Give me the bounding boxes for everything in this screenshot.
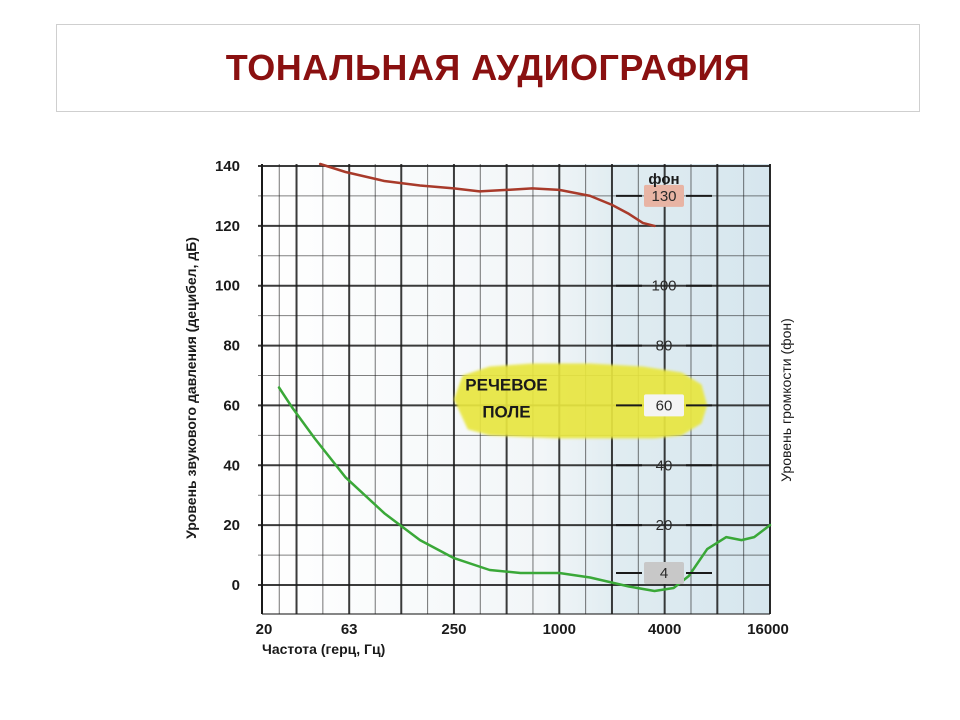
y-axis-label: Уровень звукового давления (децибел, дБ) <box>183 237 199 539</box>
phon-unit-label: фон <box>648 171 679 188</box>
phon-highlight-box <box>644 184 684 207</box>
phon-highlight-box <box>644 394 684 417</box>
y-tick-label: 40 <box>223 457 240 474</box>
slide-title: ТОНАЛЬНАЯ АУДИОГРАФИЯ <box>225 47 751 88</box>
y-tick-label: 0 <box>232 577 240 594</box>
y-tick-label: 80 <box>223 338 240 355</box>
phon-tick-label: 60 <box>656 397 673 414</box>
x-axis-label: Частота (герц, Гц) <box>262 641 385 657</box>
phon-tick-label: 100 <box>651 278 676 295</box>
phon-tick-label: 4 <box>660 565 668 582</box>
speech-field-label-0: РЕЧЕВОЕ <box>465 375 547 394</box>
y-tick-label: 60 <box>223 397 240 414</box>
y-tick-label: 140 <box>215 158 240 175</box>
phon-tick-label: 20 <box>656 517 673 534</box>
y-tick-label: 20 <box>223 517 240 534</box>
phon-highlight-box <box>644 562 684 585</box>
speech-field-label-1: ПОЛЕ <box>482 402 530 421</box>
speech-field-area <box>453 363 708 439</box>
y-tick-label: 120 <box>215 218 240 235</box>
y-tick-label: 100 <box>215 278 240 295</box>
title-box: ТОНАЛЬНАЯ АУДИОГРАФИЯ <box>56 24 920 112</box>
x-tick-label: 1000 <box>543 621 576 638</box>
x-tick-label: 4000 <box>648 621 681 638</box>
phon-tick-label: 80 <box>656 338 673 355</box>
x-tick-label: 63 <box>341 621 358 638</box>
phon-tick-label: 130 <box>651 188 676 205</box>
phon-tick-label: 40 <box>656 457 673 474</box>
series-line-0 <box>318 162 656 228</box>
x-tick-label: 20 <box>256 621 273 638</box>
series-line-1 <box>277 386 772 593</box>
y2-axis-label: Уровень громкости (фон) <box>778 318 794 482</box>
x-tick-label: 250 <box>441 621 466 638</box>
x-tick-label: 16000 <box>747 621 789 638</box>
